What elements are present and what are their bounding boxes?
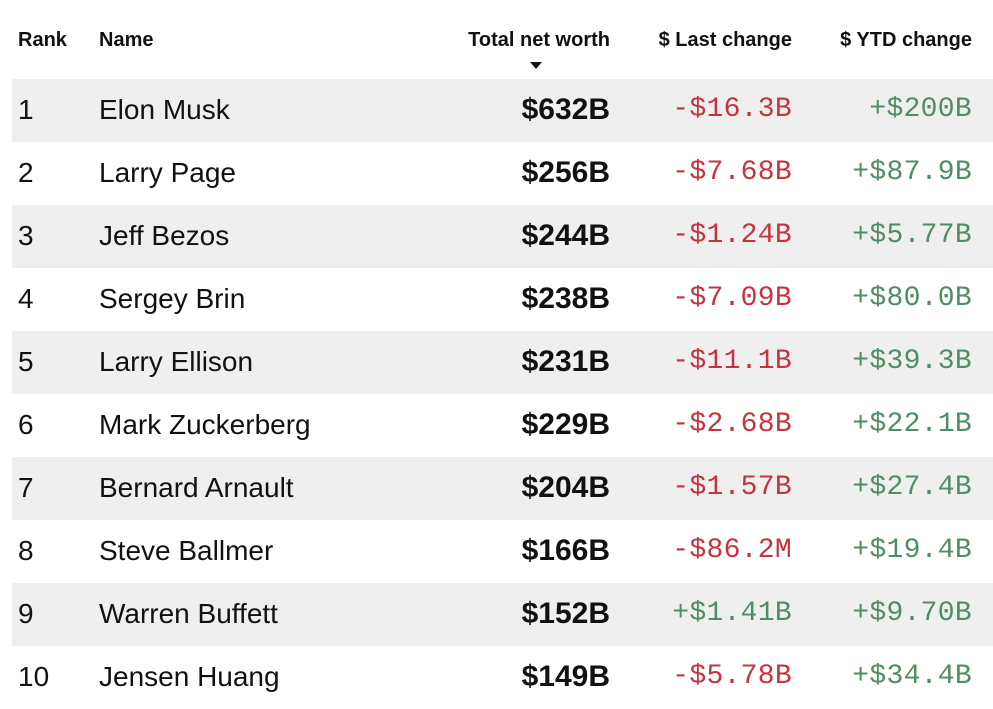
net-worth-cell: $238B — [521, 282, 610, 315]
ytd-change-cell: +$9.70B — [852, 598, 972, 629]
ytd-change-cell: +$39.3B — [852, 346, 972, 377]
sort-descending-icon[interactable] — [530, 62, 542, 69]
ytd-change-cell: +$200B — [869, 94, 972, 125]
name-cell: Mark Zuckerberg — [99, 409, 311, 440]
rank-cell: 10 — [18, 661, 50, 692]
last-change-cell: -$11.1B — [672, 346, 792, 377]
last-change-cell: -$5.78B — [672, 661, 792, 692]
net-worth-cell: $152B — [521, 597, 610, 630]
rank-cell: 7 — [18, 472, 34, 503]
net-worth-cell: $632B — [521, 93, 610, 126]
table-row[interactable]: 10 Jensen Huang $149B -$5.78B +$34.4B — [12, 646, 993, 709]
net-worth-cell: $229B — [521, 408, 610, 441]
name-cell: Larry Page — [99, 157, 236, 188]
rank-cell: 4 — [18, 283, 34, 314]
ytd-change-cell: +$27.4B — [852, 472, 972, 503]
name-cell: Steve Ballmer — [99, 535, 274, 566]
ytd-change-cell: +$34.4B — [852, 661, 972, 692]
rank-cell: 3 — [18, 220, 34, 251]
table-row[interactable]: 8 Steve Ballmer $166B -$86.2M +$19.4B — [12, 520, 993, 583]
last-change-cell: -$1.57B — [672, 472, 792, 503]
last-change-cell: -$2.68B — [672, 409, 792, 440]
column-header-ytd-change[interactable]: $ YTD change — [840, 29, 972, 51]
last-change-cell: -$7.68B — [672, 157, 792, 188]
table-row[interactable]: 4 Sergey Brin $238B -$7.09B +$80.0B — [12, 268, 993, 331]
net-worth-cell: $149B — [521, 660, 610, 693]
last-change-cell: -$16.3B — [672, 94, 792, 125]
ytd-change-cell: +$19.4B — [852, 535, 972, 566]
table-header: Rank Name Total net worth $ Last change … — [12, 0, 993, 79]
rank-cell: 8 — [18, 535, 34, 566]
name-cell: Warren Buffett — [99, 598, 278, 629]
name-cell: Jeff Bezos — [99, 220, 230, 251]
last-change-cell: -$86.2M — [672, 535, 792, 566]
table-row[interactable]: 7 Bernard Arnault $204B -$1.57B +$27.4B — [12, 457, 993, 520]
column-header-name[interactable]: Name — [99, 29, 154, 51]
ytd-change-cell: +$5.77B — [852, 220, 972, 251]
name-cell: Elon Musk — [99, 94, 230, 125]
column-header-total-net-worth[interactable]: Total net worth — [468, 29, 610, 51]
rank-cell: 5 — [18, 346, 34, 377]
column-header-rank[interactable]: Rank — [18, 29, 67, 51]
net-worth-cell: $166B — [521, 534, 610, 567]
name-cell: Larry Ellison — [99, 346, 254, 377]
net-worth-cell: $204B — [521, 471, 610, 504]
table-row[interactable]: 9 Warren Buffett $152B +$1.41B +$9.70B — [12, 583, 993, 646]
net-worth-cell: $256B — [521, 156, 610, 189]
table-body: 1 Elon Musk $632B -$16.3B +$200B 2 Larry… — [12, 79, 993, 709]
net-worth-cell: $244B — [521, 219, 610, 252]
last-change-cell: -$7.09B — [672, 283, 792, 314]
table-row[interactable]: 5 Larry Ellison $231B -$11.1B +$39.3B — [12, 331, 993, 394]
table-row[interactable]: 3 Jeff Bezos $244B -$1.24B +$5.77B — [12, 205, 993, 268]
table-row[interactable]: 1 Elon Musk $632B -$16.3B +$200B — [12, 79, 993, 142]
rank-cell: 1 — [18, 94, 34, 125]
name-cell: Sergey Brin — [99, 283, 246, 314]
ytd-change-cell: +$87.9B — [852, 157, 972, 188]
table-row[interactable]: 2 Larry Page $256B -$7.68B +$87.9B — [12, 142, 993, 205]
rank-cell: 2 — [18, 157, 34, 188]
net-worth-cell: $231B — [521, 345, 610, 378]
name-cell: Bernard Arnault — [99, 472, 294, 503]
table-row[interactable]: 6 Mark Zuckerberg $229B -$2.68B +$22.1B — [12, 394, 993, 457]
last-change-cell: +$1.41B — [672, 598, 792, 629]
last-change-cell: -$1.24B — [672, 220, 792, 251]
column-header-last-change[interactable]: $ Last change — [658, 29, 792, 51]
ytd-change-cell: +$80.0B — [852, 283, 972, 314]
billionaires-table: Rank Name Total net worth $ Last change … — [12, 0, 993, 693]
rank-cell: 9 — [18, 598, 34, 629]
ytd-change-cell: +$22.1B — [852, 409, 972, 440]
name-cell: Jensen Huang — [99, 661, 280, 692]
rank-cell: 6 — [18, 409, 34, 440]
